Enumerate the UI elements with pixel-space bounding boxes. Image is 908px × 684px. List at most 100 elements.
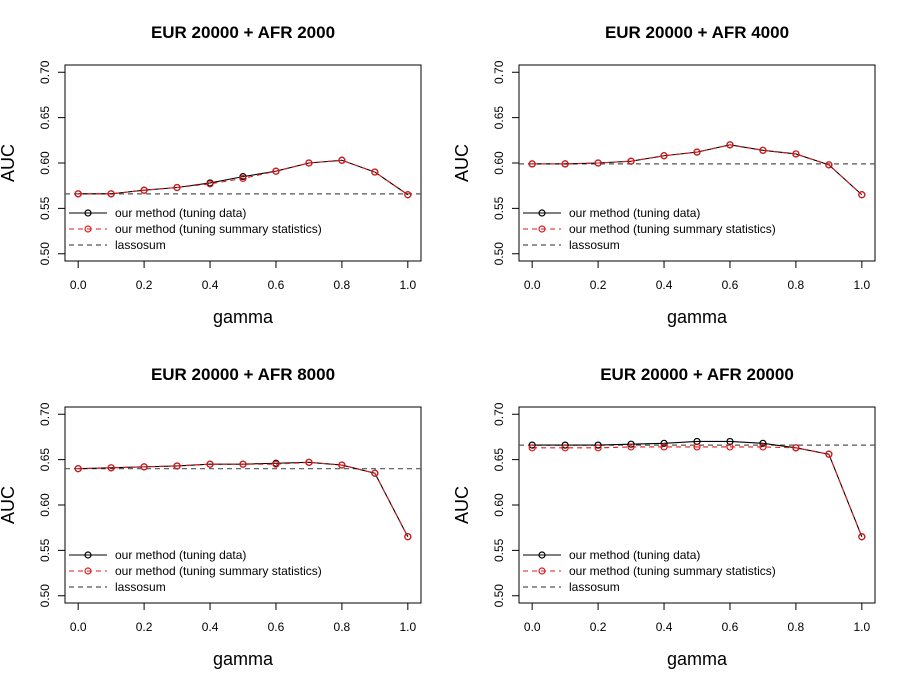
legend-label-1: our method (tuning data) <box>569 206 700 220</box>
data-point-s2 <box>858 533 866 541</box>
y-tick-label: 0.70 <box>38 60 52 84</box>
data-point-s2 <box>338 156 346 164</box>
y-tick-label: 0.50 <box>38 584 52 608</box>
data-point-s2 <box>140 186 148 194</box>
y-axis-title: AUC <box>0 144 18 182</box>
x-tick-label: 1.0 <box>399 620 416 634</box>
data-point-s2 <box>528 160 536 168</box>
data-point-s2 <box>272 167 280 175</box>
data-point-s2 <box>140 463 148 471</box>
series-line-2 <box>78 461 409 538</box>
x-tick-label: 0.0 <box>70 620 87 634</box>
x-tick-label: 0.8 <box>334 620 351 634</box>
series-line-2 <box>532 144 863 196</box>
x-tick-label: 0.8 <box>788 620 805 634</box>
data-point-s2 <box>404 533 412 541</box>
legend-marker-2 <box>538 567 546 575</box>
data-point-s1 <box>594 441 602 449</box>
y-tick-label: 0.55 <box>38 538 52 562</box>
legend-label-2: our method (tuning summary statistics) <box>569 564 776 578</box>
data-point-s2 <box>107 190 115 198</box>
legend-marker-1 <box>84 551 92 559</box>
data-point-s2 <box>627 443 635 451</box>
legend-label-1: our method (tuning data) <box>569 548 700 562</box>
x-tick-label: 0.6 <box>722 620 739 634</box>
y-tick-label: 0.65 <box>38 448 52 472</box>
x-tick-label: 1.0 <box>853 620 870 634</box>
data-point-s2 <box>206 180 214 188</box>
y-tick-label: 0.65 <box>492 448 506 472</box>
data-point-s2 <box>404 191 412 199</box>
legend-label-baseline: lassosum <box>569 238 620 252</box>
x-tick-label: 0.4 <box>656 620 673 634</box>
x-tick-label: 0.2 <box>136 620 153 634</box>
data-point-s2 <box>239 460 247 468</box>
data-point-s2 <box>173 183 181 192</box>
data-point-s2 <box>305 458 313 466</box>
x-axis-title: gamma <box>213 649 274 669</box>
data-point-s2 <box>792 444 800 452</box>
y-axis-title: AUC <box>452 144 472 182</box>
y-tick-label: 0.60 <box>38 151 52 175</box>
y-tick-label: 0.70 <box>492 402 506 426</box>
y-tick-label: 0.65 <box>38 106 52 130</box>
chart-panel-1: EUR 20000 + AFR 2000 0.0 0.2 0.4 0.6 0.8 1.0 0.… <box>0 23 422 327</box>
legend-marker-1 <box>84 209 92 217</box>
data-point-s2 <box>272 460 280 468</box>
y-axis-title: AUC <box>0 486 18 524</box>
data-point-s1 <box>660 439 668 447</box>
data-point-s2 <box>561 444 569 452</box>
series-line-2 <box>78 159 409 196</box>
data-point-s2 <box>726 443 734 451</box>
data-point-s2 <box>206 460 214 468</box>
x-tick-label: 1.0 <box>399 278 416 292</box>
y-tick-label: 0.60 <box>38 493 52 517</box>
x-tick-label: 0.4 <box>656 278 673 292</box>
legend-label-2: our method (tuning summary statistics) <box>115 222 322 236</box>
x-axis-title: gamma <box>213 307 274 327</box>
data-point-s2 <box>173 462 181 470</box>
y-axis-title: AUC <box>452 486 472 524</box>
data-point-s2 <box>660 443 668 451</box>
data-point-s2 <box>107 464 115 472</box>
y-tick-label: 0.50 <box>492 584 506 608</box>
data-point-s1 <box>759 439 767 447</box>
data-point-s2 <box>693 148 701 156</box>
data-point-s2 <box>239 174 247 183</box>
x-tick-label: 0.4 <box>202 278 219 292</box>
data-point-s1 <box>561 441 569 449</box>
data-point-s1 <box>627 440 635 448</box>
x-tick-label: 0.6 <box>268 278 285 292</box>
x-tick-label: 0.0 <box>524 278 541 292</box>
x-tick-label: 0.2 <box>136 278 153 292</box>
data-point-s2 <box>305 159 313 167</box>
x-tick-label: 0.0 <box>70 278 87 292</box>
y-tick-label: 0.55 <box>492 538 506 562</box>
data-point-s2 <box>825 450 833 458</box>
x-tick-label: 0.8 <box>788 278 805 292</box>
x-tick-label: 0.2 <box>590 620 607 634</box>
legend-label-baseline: lassosum <box>569 580 620 594</box>
series-line-1 <box>532 440 863 537</box>
data-point-s2 <box>338 461 346 469</box>
legend-marker-2 <box>84 225 92 233</box>
data-point-s2 <box>594 444 602 452</box>
data-point-s2 <box>858 191 866 199</box>
chart-panel-3: EUR 20000 + AFR 8000 0.0 0.2 0.4 0.6 0.8 1.0 0.… <box>0 365 422 669</box>
x-tick-label: 0.8 <box>334 278 351 292</box>
chart-title: EUR 20000 + AFR 8000 <box>151 365 335 384</box>
legend-marker-1 <box>538 551 546 559</box>
legend-marker-2 <box>538 225 546 233</box>
legend-label-baseline: lassosum <box>115 238 166 252</box>
y-tick-label: 0.50 <box>492 242 506 266</box>
series-line-1 <box>78 461 409 538</box>
x-tick-label: 0.4 <box>202 620 219 634</box>
y-tick-label: 0.70 <box>492 60 506 84</box>
data-point-s2 <box>74 190 82 198</box>
data-point-s2 <box>759 146 767 154</box>
legend-marker-2 <box>84 567 92 575</box>
chart-title: EUR 20000 + AFR 2000 <box>151 23 335 42</box>
legend-label-2: our method (tuning summary statistics) <box>569 222 776 236</box>
legend-label-1: our method (tuning data) <box>115 206 246 220</box>
